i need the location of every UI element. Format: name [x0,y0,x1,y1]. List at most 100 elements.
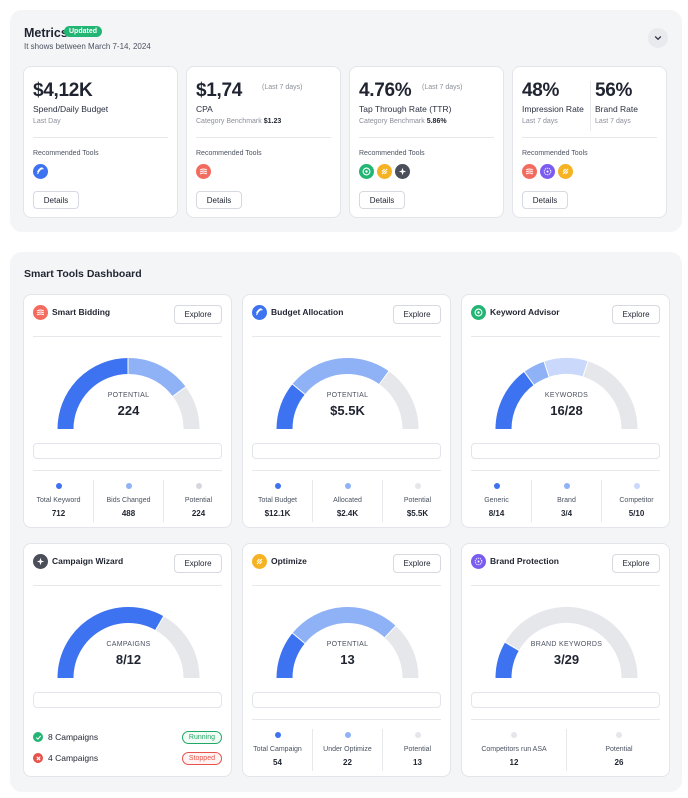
divider [33,470,222,471]
recommended-tools-label: Recommended Tools [33,150,99,157]
legend-item: Potential $5.5K [382,480,452,522]
legend-dot [274,732,281,738]
explore-button[interactable]: Explore [393,554,441,573]
details-button[interactable]: Details [359,191,405,209]
legend-dot [344,483,351,489]
legend-value: $2.4K [336,509,359,518]
legend-dot [195,483,202,489]
gauge-gap [523,370,536,386]
explore-button[interactable]: Explore [174,305,222,324]
gauge-label: POTENTIAL [107,392,150,399]
gauge-chart [276,607,419,679]
recommended-tools [522,164,573,179]
budget-allocation-icon [252,305,267,320]
info-bar [471,443,660,459]
metrics-date-range: It shows between March 7-14, 2024 [24,42,151,51]
gauge-value: 13 [340,652,355,667]
tool-name: Budget Allocation [271,307,344,317]
updated-badge: Updated [64,26,102,37]
legend-dot [125,483,132,489]
gauge-segment-0 [57,607,165,679]
legend-dot [274,483,281,489]
campaign-status-row: 4 Campaigns Stopped [33,751,222,765]
legend-dot [563,483,570,489]
legend-label: Competitors run ASA [481,746,547,753]
status-badge: Stopped [181,751,222,765]
explore-button[interactable]: Explore [393,305,441,324]
details-button[interactable]: Details [522,191,568,209]
gauge-chart [57,607,200,679]
tool-card-campaign-wizard: Campaign Wizard Explore CAMPAIGNS 8/12 8 Cam… [23,543,232,777]
legend-value: 224 [191,509,206,518]
legend-label: Potential [403,746,432,753]
details-button[interactable]: Details [196,191,242,209]
legend-item: Potential 26 [566,729,671,771]
metric-separator [590,81,591,131]
gauge-gap [171,385,188,399]
tool-name: Brand Protection [490,556,559,566]
gauge-label: POTENTIAL [326,641,369,648]
gauge-chart [495,607,638,679]
keyword-advisor-icon [471,305,486,320]
info-bar [252,692,441,708]
metric-note: (Last 7 days) [422,84,463,91]
divider [359,137,494,138]
campaign-wizard-icon [33,554,48,569]
gauge-value: 8/12 [115,652,142,667]
tool-card-budget-allocation: Budget Allocation Explore POTENTIAL $5.5K To… [242,294,451,528]
legend-label: Competitor [619,497,654,504]
campaign-status-row: 8 Campaigns Running [33,730,222,744]
collapse-button[interactable] [648,28,668,48]
legend-dot [616,732,622,738]
info-bar [33,692,222,708]
legend-dot [493,483,500,489]
optimize-icon [252,554,267,569]
legend-label: Total Keyword [36,497,81,504]
details-button[interactable]: Details [33,191,79,209]
optimize-icon [558,164,573,179]
metric-value: $4,12K [33,80,93,101]
legend-value: 22 [343,758,352,767]
legend-dot [55,483,62,489]
legend-item: Generic 8/14 [462,480,531,522]
explore-button[interactable]: Explore [612,554,660,573]
close-icon [33,753,43,763]
explore-button[interactable]: Explore [612,305,660,324]
recommended-tools [359,164,410,179]
divider [252,719,441,720]
metric-note: (Last 7 days) [262,84,303,91]
metric-label: CPA [196,104,213,114]
legend-value: 8/14 [488,509,505,518]
explore-button[interactable]: Explore [174,554,222,573]
benchmark-label: Category Benchmark [196,118,262,125]
keyword-advisor-icon [359,164,374,179]
metric-period: Last Day [33,118,61,125]
gauge-gap [291,631,307,645]
metric-value: $1,74 [196,80,243,101]
legend-dot [414,732,421,738]
divider [471,719,660,720]
tool-card-smart-bidding: Smart Bidding Explore POTENTIAL 224 Total Ke… [23,294,232,528]
benchmark-value: $1.23 [263,118,282,125]
gauge-value: $5.5K [330,403,365,418]
benchmark-label: Category Benchmark [359,118,425,125]
legend-value: 5/10 [628,509,645,518]
metric-benchmark: Category Benchmark 5.86% [359,118,447,125]
tool-card-brand-protection: Brand Protection Explore BRAND KEYWORDS 3/2… [461,543,670,777]
gauge-segment-0 [495,371,535,430]
divider [471,336,660,337]
smart-bidding-icon [33,305,48,320]
legend-value: 712 [51,509,66,518]
gauge-segment-0 [57,358,129,430]
legend-dot [633,483,640,489]
recommended-tools-label: Recommended Tools [522,150,588,157]
status-badge: Running [181,730,222,744]
metric-label-2: Brand Rate [595,104,638,114]
divider [471,585,660,586]
legend-value: $12.1K [264,509,291,518]
gauge-value: 16/28 [550,403,583,418]
gauge-label: CAMPAIGNS [106,641,151,648]
tool-name: Optimize [271,556,307,566]
metric-label: Tap Through Rate (TTR) [359,104,452,114]
metric-benchmark: Category Benchmark $1.23 [196,118,281,125]
